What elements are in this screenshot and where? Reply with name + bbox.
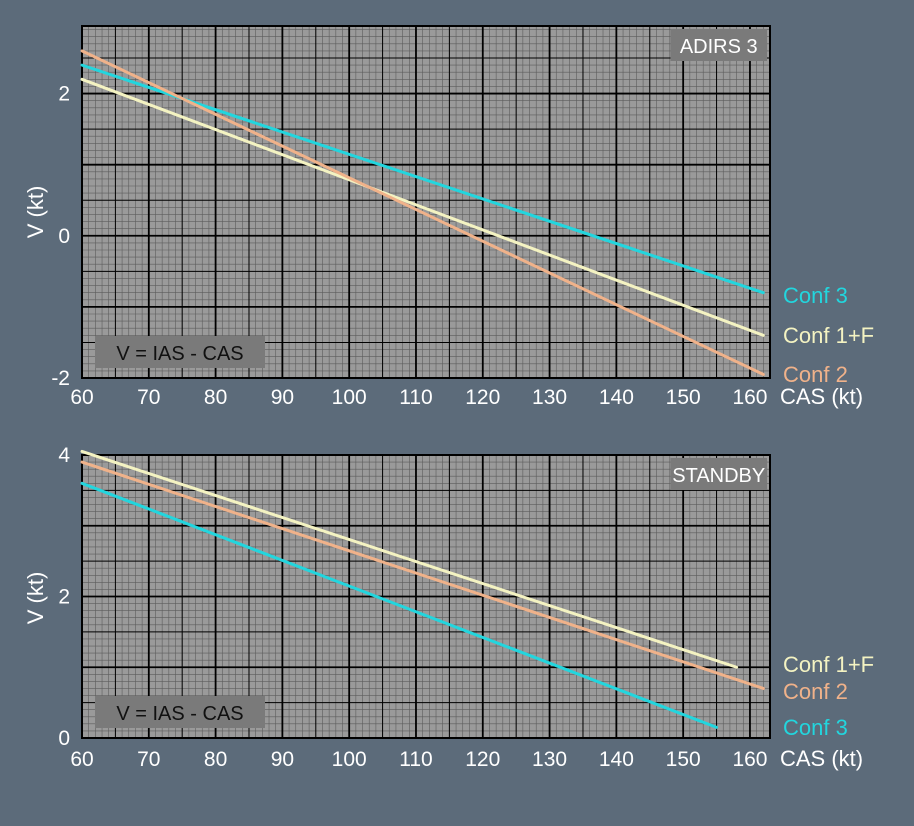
x-tick-label: 160 xyxy=(732,386,767,409)
legend-label-conf-1-f: Conf 1+F xyxy=(783,323,874,348)
x-tick-label: 130 xyxy=(532,386,567,409)
annotation-box xyxy=(95,696,265,728)
x-tick-label: 70 xyxy=(137,386,160,409)
plot-area xyxy=(82,26,770,378)
y-tick-label: 0 xyxy=(58,225,70,248)
x-tick-label: 120 xyxy=(465,748,500,771)
legend-label-conf-2: Conf 2 xyxy=(783,362,848,387)
x-tick-label: 80 xyxy=(204,386,227,409)
y-tick-label: -2 xyxy=(51,367,70,390)
x-tick-label: 70 xyxy=(137,748,160,771)
x-tick-label: 110 xyxy=(399,386,432,409)
x-tick-label: 100 xyxy=(332,386,367,409)
x-tick-label: 90 xyxy=(271,748,294,771)
x-tick-label: 150 xyxy=(666,386,701,409)
series-line-conf-1-f xyxy=(80,449,739,669)
x-tick-label: 120 xyxy=(465,386,500,409)
x-axis-label: CAS (kt) xyxy=(780,384,863,409)
x-tick-label: 150 xyxy=(666,748,701,771)
series-line-conf-3 xyxy=(80,63,765,295)
x-tick-label: 100 xyxy=(332,748,367,771)
x-tick-label: 80 xyxy=(204,748,227,771)
formula-annotation: V = IAS - CAS xyxy=(116,703,243,725)
y-tick-label: 2 xyxy=(58,586,70,609)
x-tick-label: 60 xyxy=(70,748,93,771)
series-line-conf-2 xyxy=(80,49,765,376)
panel-title: STANDBY xyxy=(672,465,765,487)
y-tick-label: 2 xyxy=(58,83,70,106)
plot-frame xyxy=(81,454,771,739)
x-tick-label: 110 xyxy=(399,748,432,771)
series-line-conf-2 xyxy=(80,460,765,690)
chart-panel-2: 60 70 80 90 100 110 120 130 140 150 160 0 2 4 CAS (kt)… xyxy=(23,444,874,771)
legend-label-conf-1-f: Conf 1+F xyxy=(783,652,874,677)
x-tick-label: 160 xyxy=(732,748,767,771)
formula-annotation: V = IAS - CAS xyxy=(116,343,243,365)
x-tick-label: 140 xyxy=(599,748,634,771)
x-tick-label: 140 xyxy=(599,386,634,409)
panel-title-box xyxy=(670,29,767,61)
annotation-box xyxy=(95,336,265,368)
y-tick-label: 4 xyxy=(58,444,70,467)
legend-label-conf-3: Conf 3 xyxy=(783,283,848,308)
legend-label-conf-2: Conf 2 xyxy=(783,679,848,704)
plot-frame xyxy=(81,25,771,379)
chart-panel-1: 60 70 80 90 100 110 120 130 140 150 160 -2 0 2 CAS (kt… xyxy=(23,25,874,409)
legend-label-conf-3: Conf 3 xyxy=(783,715,848,740)
panel-title: ADIRS 3 xyxy=(680,36,758,58)
series-line-conf-3 xyxy=(80,481,719,729)
x-tick-label: 130 xyxy=(532,748,567,771)
x-tick-label: 60 xyxy=(70,386,93,409)
x-axis-label: CAS (kt) xyxy=(780,746,863,771)
y-tick-label: 0 xyxy=(58,727,70,750)
panel-title-box xyxy=(670,458,767,490)
y-axis-label: V (kt) xyxy=(23,572,48,625)
x-tick-label: 90 xyxy=(271,386,294,409)
y-axis-label: V (kt) xyxy=(23,186,48,239)
series-line-conf-1-f xyxy=(80,77,765,337)
